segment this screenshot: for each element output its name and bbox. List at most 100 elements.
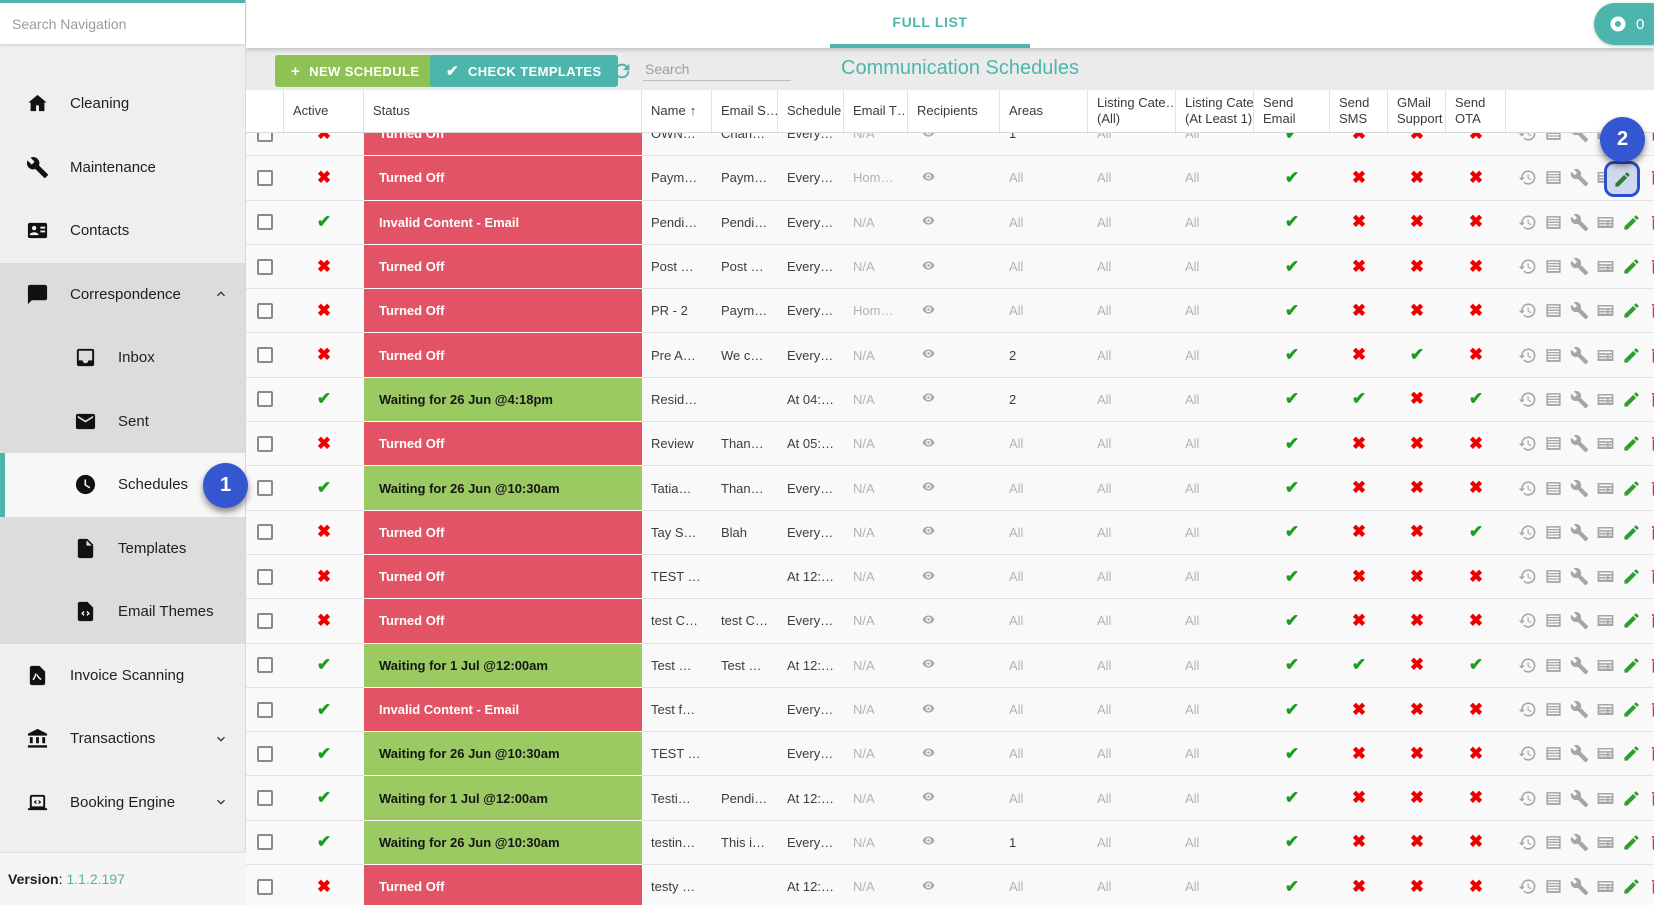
trash-icon[interactable] bbox=[1648, 168, 1654, 187]
trash-icon[interactable] bbox=[1648, 656, 1654, 675]
history-icon[interactable] bbox=[1518, 213, 1537, 232]
row-checkbox[interactable] bbox=[257, 612, 273, 629]
table-list-icon[interactable] bbox=[1544, 656, 1563, 675]
table-list-icon[interactable] bbox=[1544, 390, 1563, 409]
eye-icon[interactable] bbox=[919, 746, 938, 762]
wrench-small-icon[interactable] bbox=[1570, 133, 1589, 143]
table-list-icon[interactable] bbox=[1544, 744, 1563, 763]
table-list-icon[interactable] bbox=[1544, 789, 1563, 808]
trash-icon[interactable] bbox=[1648, 833, 1654, 852]
table-list-icon[interactable] bbox=[1544, 611, 1563, 630]
pencil-icon[interactable] bbox=[1622, 833, 1641, 852]
wrench-small-icon[interactable] bbox=[1570, 213, 1589, 232]
history-icon[interactable] bbox=[1518, 700, 1537, 719]
column-header-listing-cate-[interactable]: Listing Cate… (All) bbox=[1088, 90, 1176, 132]
history-icon[interactable] bbox=[1518, 346, 1537, 365]
sidebar-item-cleaning[interactable]: Cleaning bbox=[0, 72, 245, 136]
wrench-small-icon[interactable] bbox=[1570, 390, 1589, 409]
table-list-icon[interactable] bbox=[1544, 523, 1563, 542]
table-list-icon[interactable] bbox=[1544, 133, 1563, 143]
card-list-icon[interactable] bbox=[1596, 213, 1615, 232]
sidebar-item-sent[interactable]: Sent bbox=[0, 389, 245, 453]
wrench-small-icon[interactable] bbox=[1570, 877, 1589, 896]
table-list-icon[interactable] bbox=[1544, 877, 1563, 896]
column-header-listing-cate-[interactable]: Listing Cate…(At Least 1) bbox=[1176, 90, 1254, 132]
sidebar-item-transactions[interactable]: Transactions bbox=[0, 707, 245, 771]
wrench-small-icon[interactable] bbox=[1570, 301, 1589, 320]
eye-icon[interactable] bbox=[919, 480, 938, 496]
row-checkbox[interactable] bbox=[257, 701, 273, 718]
trash-icon[interactable] bbox=[1648, 611, 1654, 630]
wrench-small-icon[interactable] bbox=[1570, 479, 1589, 498]
eye-icon[interactable] bbox=[919, 436, 938, 452]
row-checkbox[interactable] bbox=[257, 302, 273, 319]
card-list-icon[interactable] bbox=[1596, 434, 1615, 453]
wrench-small-icon[interactable] bbox=[1570, 611, 1589, 630]
history-icon[interactable] bbox=[1518, 479, 1537, 498]
pencil-icon[interactable] bbox=[1622, 301, 1641, 320]
wrench-small-icon[interactable] bbox=[1570, 744, 1589, 763]
table-list-icon[interactable] bbox=[1544, 833, 1563, 852]
row-checkbox[interactable] bbox=[257, 480, 273, 497]
sidebar-item-booking-engine[interactable]: Booking Engine bbox=[0, 771, 245, 835]
table-list-icon[interactable] bbox=[1544, 168, 1563, 187]
column-header-gmail[interactable]: GMail Support bbox=[1388, 90, 1446, 132]
table-list-icon[interactable] bbox=[1544, 567, 1563, 586]
wrench-small-icon[interactable] bbox=[1570, 168, 1589, 187]
row-checkbox[interactable] bbox=[257, 745, 273, 762]
pencil-icon[interactable] bbox=[1622, 744, 1641, 763]
card-list-icon[interactable] bbox=[1596, 479, 1615, 498]
trash-icon[interactable] bbox=[1648, 789, 1654, 808]
trash-icon[interactable] bbox=[1648, 133, 1654, 143]
notification-counter-button[interactable]: 0 bbox=[1594, 3, 1654, 45]
new-schedule-button[interactable]: + NEW SCHEDULE bbox=[275, 55, 436, 87]
wrench-small-icon[interactable] bbox=[1570, 346, 1589, 365]
history-icon[interactable] bbox=[1518, 523, 1537, 542]
row-checkbox[interactable] bbox=[257, 169, 273, 186]
sidebar-search-input[interactable] bbox=[12, 15, 233, 32]
eye-icon[interactable] bbox=[919, 524, 938, 540]
row-checkbox[interactable] bbox=[257, 347, 273, 364]
card-list-icon[interactable] bbox=[1596, 611, 1615, 630]
pencil-icon[interactable] bbox=[1622, 390, 1641, 409]
pencil-icon[interactable] bbox=[1622, 479, 1641, 498]
row-checkbox[interactable] bbox=[257, 878, 273, 895]
table-search-input[interactable] bbox=[643, 58, 791, 81]
trash-icon[interactable] bbox=[1648, 257, 1654, 276]
history-icon[interactable] bbox=[1518, 567, 1537, 586]
row-checkbox[interactable] bbox=[257, 435, 273, 452]
pencil-icon[interactable] bbox=[1622, 567, 1641, 586]
row-checkbox[interactable] bbox=[257, 834, 273, 851]
history-icon[interactable] bbox=[1518, 133, 1537, 143]
history-icon[interactable] bbox=[1518, 656, 1537, 675]
sidebar-item-invoice-scanning[interactable]: Invoice Scanning bbox=[0, 644, 245, 708]
row-checkbox[interactable] bbox=[257, 214, 273, 231]
eye-icon[interactable] bbox=[919, 879, 938, 895]
check-templates-button[interactable]: ✔ CHECK TEMPLATES bbox=[430, 55, 618, 87]
row-checkbox[interactable] bbox=[257, 657, 273, 674]
sidebar-item-maintenance[interactable]: Maintenance bbox=[0, 136, 245, 200]
eye-icon[interactable] bbox=[919, 657, 938, 673]
history-icon[interactable] bbox=[1518, 789, 1537, 808]
wrench-small-icon[interactable] bbox=[1570, 257, 1589, 276]
column-header-areas[interactable]: Areas bbox=[1000, 90, 1088, 132]
row-checkbox[interactable] bbox=[257, 524, 273, 541]
eye-icon[interactable] bbox=[919, 834, 938, 850]
wrench-small-icon[interactable] bbox=[1570, 434, 1589, 453]
table-list-icon[interactable] bbox=[1544, 213, 1563, 232]
row-checkbox[interactable] bbox=[257, 790, 273, 807]
row-checkbox[interactable] bbox=[257, 568, 273, 585]
eye-icon[interactable] bbox=[919, 214, 938, 230]
sidebar-item-inbox[interactable]: Inbox bbox=[0, 326, 245, 390]
eye-icon[interactable] bbox=[919, 303, 938, 319]
table-list-icon[interactable] bbox=[1544, 434, 1563, 453]
wrench-small-icon[interactable] bbox=[1570, 567, 1589, 586]
eye-icon[interactable] bbox=[919, 259, 938, 275]
row-checkbox[interactable] bbox=[257, 391, 273, 408]
history-icon[interactable] bbox=[1518, 611, 1537, 630]
pencil-icon[interactable] bbox=[1622, 700, 1641, 719]
column-header-email-t-[interactable]: Email T… bbox=[844, 90, 908, 132]
column-header-email-s-[interactable]: Email S… bbox=[712, 90, 778, 132]
highlighted-edit-pencil-icon[interactable] bbox=[1604, 161, 1640, 197]
card-list-icon[interactable] bbox=[1596, 567, 1615, 586]
